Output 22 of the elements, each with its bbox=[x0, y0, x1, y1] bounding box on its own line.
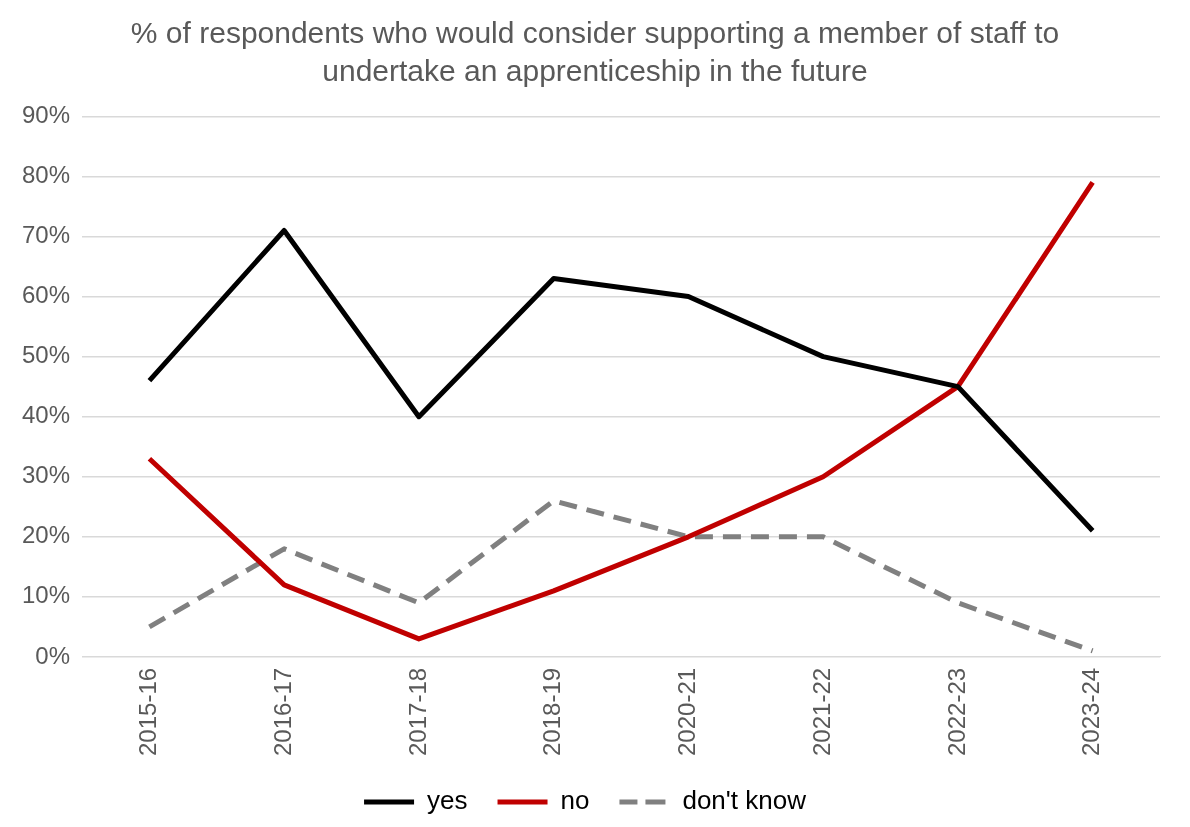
y-tick-label: 90% bbox=[21, 101, 71, 129]
y-tick-label: 0% bbox=[35, 641, 71, 669]
legend-label: yes bbox=[427, 785, 468, 816]
x-tick-label: 2023-24 bbox=[1077, 667, 1105, 756]
x-tick-label: 2017-18 bbox=[403, 667, 431, 756]
y-tick-label: 40% bbox=[21, 401, 71, 429]
y-tick-label: 10% bbox=[21, 581, 71, 609]
y-tick-label: 80% bbox=[21, 161, 71, 189]
legend-label: no bbox=[560, 785, 590, 816]
x-tick-label: 2016-17 bbox=[268, 667, 296, 756]
y-tick-label: 70% bbox=[21, 221, 71, 249]
chart-title: % of respondents who would consider supporting a member of staff to undertake an apprenticeship in the future bbox=[129, 15, 1061, 89]
y-tick-label: 50% bbox=[21, 341, 71, 369]
legend-label: don't know bbox=[682, 785, 807, 816]
y-tick-label: 30% bbox=[21, 461, 71, 489]
x-tick-label: 2021-22 bbox=[807, 667, 835, 756]
x-tick-label: 2022-23 bbox=[942, 667, 970, 756]
x-tick-label: 2018-19 bbox=[538, 667, 566, 756]
x-tick-label: 2020-21 bbox=[673, 667, 701, 756]
y-tick-label: 20% bbox=[21, 521, 71, 549]
x-tick-label: 2015-16 bbox=[134, 667, 162, 756]
y-tick-label: 60% bbox=[21, 281, 71, 309]
